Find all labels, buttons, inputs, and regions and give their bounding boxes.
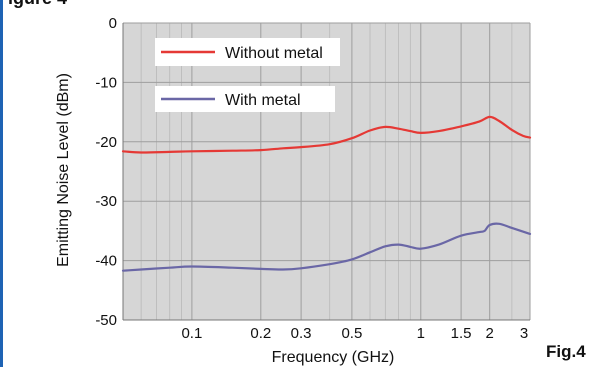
x-tick-label: 2 [486, 325, 494, 342]
x-tick-label: 0.5 [341, 325, 362, 342]
series-line-with-metal [121, 222, 532, 272]
x-tick-label: 0.3 [291, 325, 312, 342]
y-tick-label: -40 [95, 253, 117, 270]
x-tick-label: 0.1 [181, 325, 202, 342]
left-accent-rule [0, 0, 3, 367]
y-axis-label: Emitting Noise Level (dBm) [55, 73, 72, 267]
x-tick-label: 0.2 [250, 325, 271, 342]
x-tick-label: 3 [520, 325, 528, 342]
y-tick-label: -10 [95, 74, 117, 91]
x-tick-label: 1 [417, 325, 425, 342]
legend-label: With metal [225, 92, 301, 109]
legend: Without metal With metal [155, 38, 340, 112]
figure-label: Fig.4 [546, 342, 586, 361]
y-tick-label: -30 [95, 193, 117, 210]
series-line-without-metal [121, 115, 532, 154]
plot-background [123, 23, 530, 320]
x-tick-label: 1.5 [451, 325, 472, 342]
legend-label: Without metal [225, 45, 323, 62]
x-axis-label: Frequency (GHz) [272, 349, 395, 366]
grid-lines [123, 22, 531, 321]
y-tick-label: -20 [95, 134, 117, 151]
y-tick-label: -50 [95, 312, 117, 329]
axes: 0 -10 -20 -30 -40 -50 0.1 0.2 0.3 0.5 1 1.5 2 3 [95, 15, 530, 342]
figure-heading-fragment: igure 4 [8, 0, 67, 9]
series-lines [121, 115, 532, 272]
y-tick-label: 0 [109, 15, 117, 32]
